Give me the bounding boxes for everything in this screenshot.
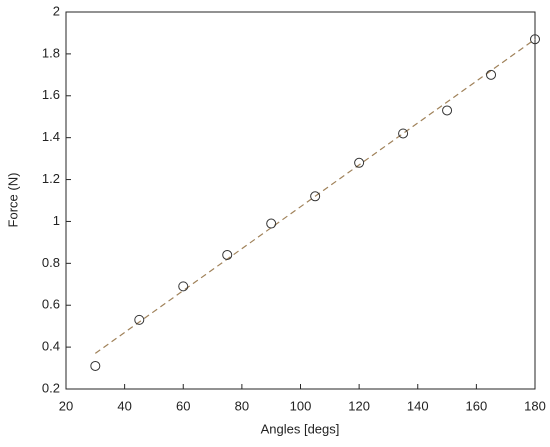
x-tick-label: 180: [524, 398, 546, 413]
y-tick-label: 1.4: [42, 129, 60, 144]
x-tick-label: 40: [117, 398, 131, 413]
y-tick-label: 0.8: [42, 255, 60, 270]
y-tick-label: 2: [53, 3, 60, 18]
y-tick-label: 0.4: [42, 339, 60, 354]
x-tick-label: 20: [59, 398, 73, 413]
data-point: [442, 105, 453, 116]
y-tick-label: 0.2: [42, 380, 60, 395]
y-tick-label: 1.2: [42, 171, 60, 186]
y-tick-label: 1.8: [42, 45, 60, 60]
x-tick-label: 140: [407, 398, 429, 413]
data-point: [266, 218, 277, 229]
data-point: [90, 360, 101, 371]
data-point: [398, 128, 409, 139]
x-axis-label: Angles [degs]: [261, 421, 340, 436]
x-tick-label: 60: [176, 398, 190, 413]
data-point: [222, 249, 233, 260]
x-tick-label: 160: [466, 398, 488, 413]
x-tick-label: 80: [235, 398, 249, 413]
data-point: [530, 34, 540, 45]
data-point: [354, 157, 365, 168]
fit-line: [94, 38, 536, 354]
data-point: [486, 69, 497, 80]
x-tick-label: 120: [348, 398, 370, 413]
y-tick-label: 0.6: [42, 297, 60, 312]
y-tick-label: 1: [53, 213, 60, 228]
y-tick-label: 1.6: [42, 87, 60, 102]
data-point: [310, 191, 321, 202]
data-point: [134, 314, 145, 325]
plot-frame: [65, 11, 536, 390]
data-point: [178, 281, 189, 292]
x-tick-label: 100: [290, 398, 312, 413]
y-axis-label: Force (N): [5, 173, 20, 228]
